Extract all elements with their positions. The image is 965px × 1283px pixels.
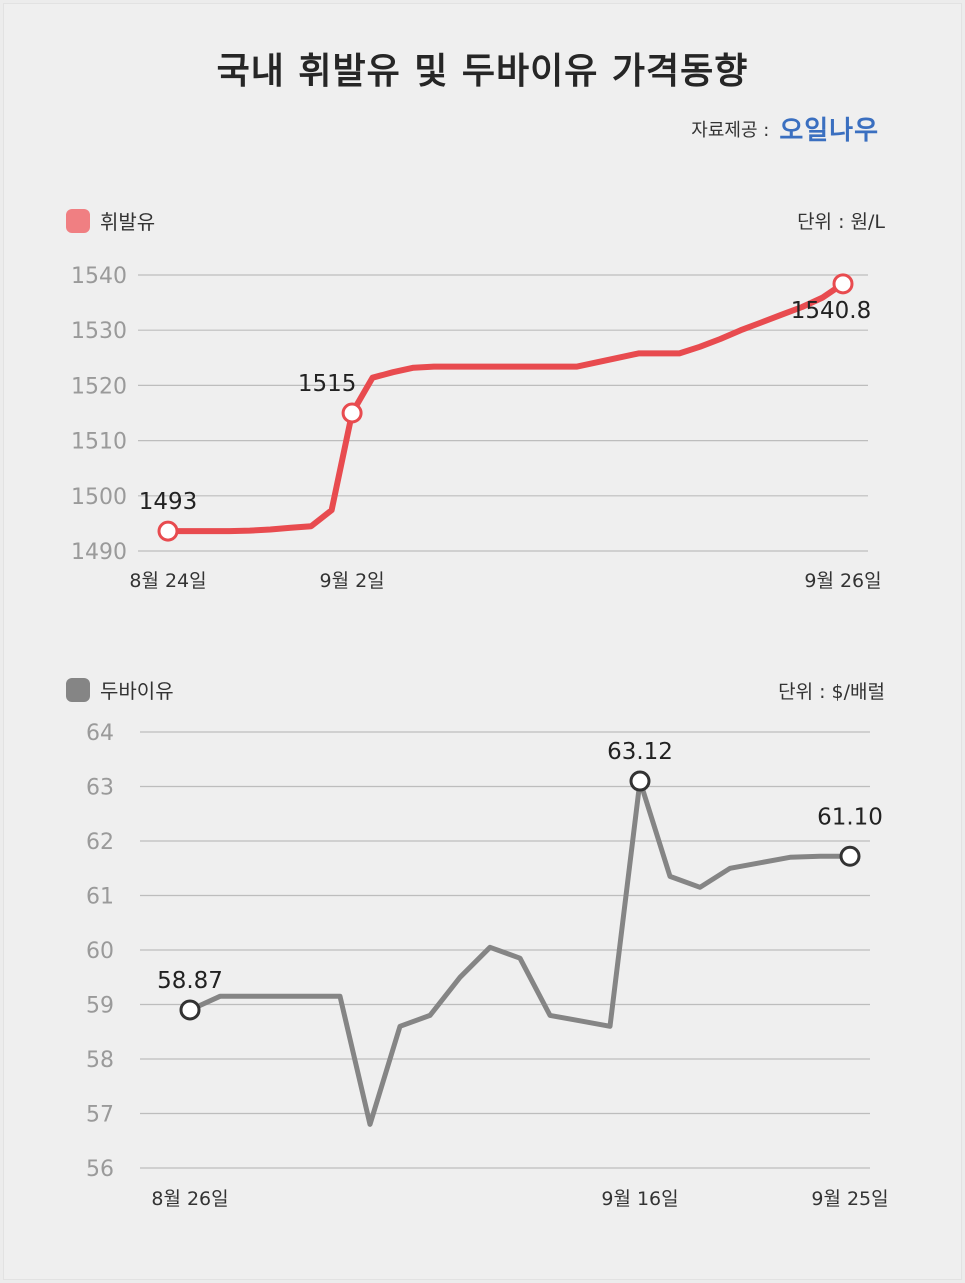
gasoline-y-tick-label: 1500 (71, 485, 127, 510)
gasoline-data-point (832, 273, 854, 295)
dubai-data-point (179, 999, 201, 1021)
gasoline-series-line (165, 280, 846, 535)
dubai-x-tick-label: 9월 25일 (811, 1188, 888, 1210)
dubai-y-tick-label: 63 (86, 776, 114, 801)
gasoline-y-tick-label: 1530 (71, 319, 127, 344)
dubai-y-tick-label: 57 (86, 1103, 114, 1128)
dubai-legend: 두바이유 (66, 675, 174, 704)
dubai-y-tick-label: 56 (86, 1157, 114, 1182)
dubai-data-point (839, 845, 861, 867)
gasoline-y-tick-label: 1510 (71, 430, 127, 455)
dubai-data-label: 61.10 (817, 804, 883, 830)
dubai-y-tick-label: 64 (86, 721, 114, 746)
dubai-legend-label: 두바이유 (100, 679, 174, 703)
dubai-x-tick-label: 8월 26일 (151, 1188, 228, 1210)
gasoline-x-tick-label: 9월 2일 (319, 570, 384, 592)
dubai-data-label: 58.87 (157, 968, 223, 994)
gasoline-x-tick-label: 8월 24일 (129, 570, 206, 592)
gasoline-x-tick-label: 9월 26일 (804, 570, 881, 592)
gasoline-y-tick-label: 1520 (71, 374, 127, 399)
dubai-legend-swatch (66, 677, 90, 702)
source-credit: 자료제공 : 오일나우 (691, 110, 879, 147)
infographic-frame (3, 3, 962, 1280)
gasoline-data-label: 1493 (139, 489, 198, 515)
gasoline-legend-label: 휘발유 (100, 210, 156, 234)
gasoline-y-tick-label: 1540 (71, 264, 127, 289)
dubai-x-tick-label: 9월 16일 (601, 1188, 678, 1210)
dubai-y-tick-label: 58 (86, 1048, 114, 1073)
gasoline-legend-swatch (66, 208, 90, 233)
gasoline-data-point (157, 520, 179, 542)
source-label: 자료제공 : (691, 119, 770, 141)
dubai-unit-label: 단위 : $/배럴 (778, 681, 885, 703)
dubai-y-tick-label: 59 (86, 994, 114, 1019)
gasoline-y-tick-label: 1490 (71, 540, 127, 565)
dubai-y-tick-label: 60 (86, 939, 114, 964)
gasoline-data-point (341, 402, 363, 424)
source-brand-logo: 오일나우 (779, 116, 879, 146)
gasoline-unit-label: 단위 : 원/L (797, 211, 885, 233)
page-title: 국내 휘발유 및 두바이유 가격동향 (216, 51, 749, 92)
gasoline-data-label: 1540.8 (791, 298, 871, 324)
dubai-data-label: 63.12 (607, 739, 673, 765)
dubai-y-tick-label: 62 (86, 830, 114, 855)
dubai-series-line (187, 778, 853, 1127)
gasoline-data-label: 1515 (298, 371, 357, 397)
gasoline-legend: 휘발유 (66, 206, 155, 235)
dubai-y-tick-label: 61 (86, 885, 114, 910)
dubai-data-point (629, 770, 651, 792)
